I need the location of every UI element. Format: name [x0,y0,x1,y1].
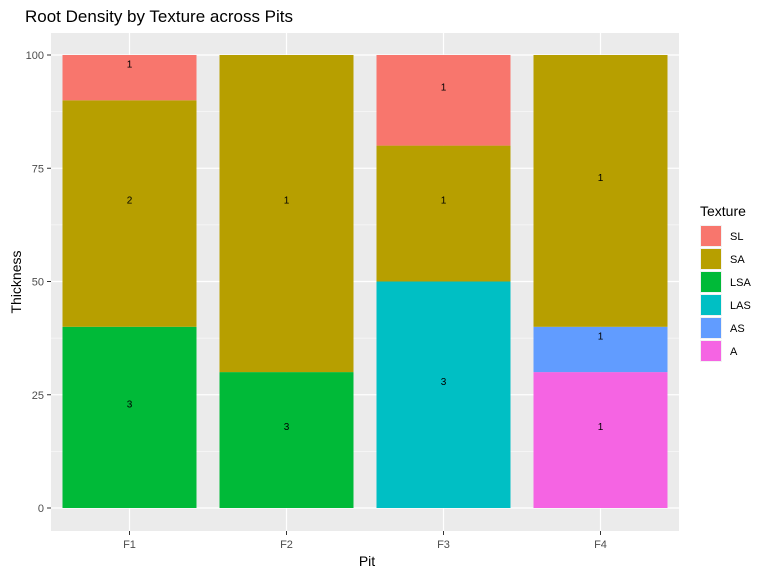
bar-segment-F4-SA [533,55,668,327]
bar-segment-F2-LSA [219,372,354,508]
data-label-F3-LAS: 3 [441,377,447,388]
bars [62,55,668,508]
bar-segment-F3-LAS [376,281,511,508]
legend-swatch-LSA [701,272,721,292]
x-tick-label: F1 [123,539,136,551]
data-label-F2-SA: 1 [284,196,290,207]
x-tick-label: F4 [594,539,607,551]
data-label-F1-SA: 2 [127,196,133,207]
legend-label-SA: SA [730,254,745,266]
data-label-F3-SL: 1 [441,82,447,93]
legend-label-AS: AS [730,323,745,335]
legend-swatch-SL [701,226,721,246]
data-label-F1-SL: 1 [127,60,133,71]
legend-label-LSA: LSA [730,277,751,289]
y-tick-label: 100 [26,50,44,62]
x-tick-label: F3 [437,539,450,551]
legend: Texture SL SA LSA LAS AS A [700,203,751,362]
data-label-F3-SA: 1 [441,196,447,207]
legend-label-A: A [730,346,738,358]
bar-segment-F4-AS [533,326,668,373]
x-tick-label: F2 [280,539,293,551]
bar-segment-F1-LSA [62,326,197,508]
legend-swatch-A [701,341,721,361]
legend-swatch-AS [701,318,721,338]
y-axis-title: Thickness [8,250,24,313]
legend-swatch-LAS [701,295,721,315]
data-labels: 3 2 1 3 1 3 1 1 1 1 1 [127,60,604,433]
legend-label-LAS: LAS [730,300,751,312]
y-tick-label: 25 [32,390,44,402]
bar-segment-F3-SA [376,145,511,282]
bar-segment-F1-SA [62,100,197,327]
bar-segment-F2-SA [219,55,354,373]
chart-title: Root Density by Texture across Pits [25,7,293,26]
x-axis-title: Pit [359,553,375,569]
bar-segment-F3-SL [376,55,511,146]
bar-segment-F1-SL [62,55,197,101]
data-label-F4-AS: 1 [598,331,604,342]
legend-title: Texture [700,203,746,219]
data-label-F2-LSA: 3 [284,422,290,433]
y-tick-label: 0 [38,503,44,515]
legend-swatch-SA [701,249,721,269]
data-label-F1-LSA: 3 [127,399,133,410]
data-label-F4-A: 1 [598,422,604,433]
axes: 0 25 50 75 100 F1 F2 F3 F4 [26,50,607,551]
y-tick-label: 75 [32,163,44,175]
data-label-F4-SA: 1 [598,173,604,184]
y-tick-label: 50 [32,277,44,289]
legend-label-SL: SL [730,231,743,243]
bar-segment-F4-A [533,372,668,508]
